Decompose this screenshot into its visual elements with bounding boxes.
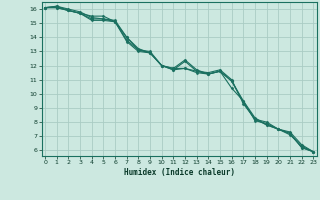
X-axis label: Humidex (Indice chaleur): Humidex (Indice chaleur) bbox=[124, 168, 235, 177]
